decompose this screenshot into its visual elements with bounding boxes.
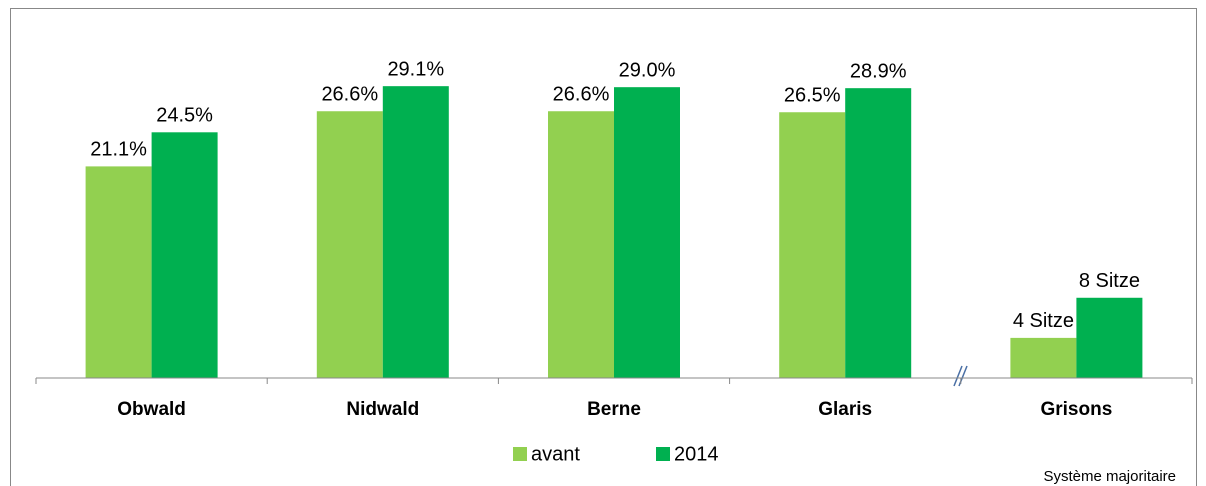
value-label: 28.9% bbox=[850, 60, 907, 82]
bar bbox=[779, 112, 846, 378]
value-label: 26.6% bbox=[553, 84, 610, 106]
legend-label: avant bbox=[531, 443, 580, 465]
bar bbox=[151, 132, 218, 378]
chart-border bbox=[10, 8, 1197, 486]
bar bbox=[85, 166, 152, 378]
x-tick-label: Nidwald bbox=[346, 399, 419, 420]
bar bbox=[1076, 297, 1143, 378]
value-label: 29.0% bbox=[619, 59, 676, 81]
bar bbox=[382, 86, 449, 378]
bar bbox=[316, 111, 383, 379]
bar bbox=[614, 87, 680, 379]
value-label: 29.1% bbox=[387, 58, 444, 80]
legend-swatch bbox=[656, 447, 670, 461]
value-label: 21.1% bbox=[90, 139, 147, 161]
x-tick-label: Obwald bbox=[117, 399, 186, 420]
value-label: 26.5% bbox=[784, 85, 841, 107]
legend-label: 2014 bbox=[674, 443, 719, 465]
x-tick-label: Berne bbox=[587, 399, 641, 420]
value-label: 24.5% bbox=[156, 105, 213, 127]
bar bbox=[548, 111, 614, 379]
bar bbox=[1010, 337, 1077, 378]
x-tick-label: Glaris bbox=[818, 399, 872, 420]
bar bbox=[845, 88, 912, 378]
value-label: 4 Sitze bbox=[1013, 310, 1074, 332]
annotation: Système majoritaire bbox=[1043, 468, 1176, 485]
legend-swatch bbox=[513, 447, 527, 461]
value-label: 26.6% bbox=[321, 84, 378, 106]
value-label: 8 Sitze bbox=[1079, 270, 1140, 292]
x-tick-label: Grisons bbox=[1040, 399, 1112, 420]
